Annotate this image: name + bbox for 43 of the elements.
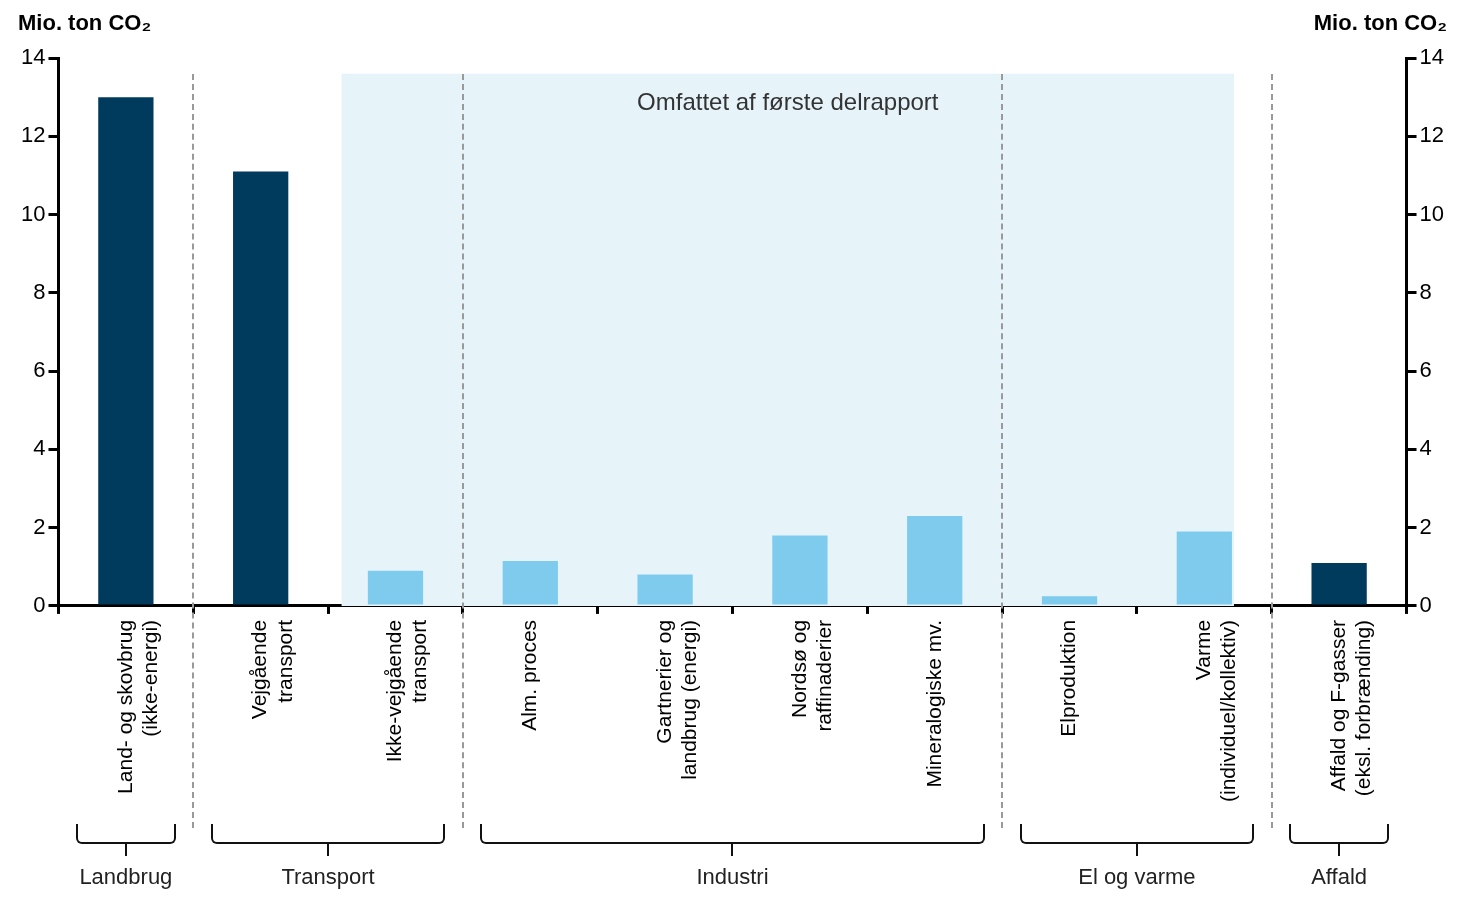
y-axis-title: Mio. ton CO₂ [18, 10, 152, 36]
x-tick-label: Alm. proces [517, 619, 541, 731]
x-tick-label: Mineralogiske mv. [921, 619, 945, 788]
y2-tick-label: 4 [1419, 435, 1432, 461]
bar [637, 574, 693, 605]
x-tick-label: Gartnerier og landbrug (energi) [651, 619, 701, 780]
text: Industri [695, 864, 770, 890]
bar [1176, 531, 1232, 605]
y2-tick-label: 8 [1419, 278, 1432, 304]
y-tick-label: 12 [20, 122, 46, 148]
y2-tick-label: 10 [1419, 200, 1445, 226]
x-tick-label: Elproduktion [1056, 619, 1080, 737]
y2-tick-label: 14 [1419, 44, 1445, 70]
text: Landbrug [78, 864, 174, 890]
bar [1311, 562, 1367, 605]
bar [367, 570, 424, 605]
y-tick-label: 14 [20, 44, 46, 70]
y2-tick-label: 12 [1419, 122, 1445, 148]
x-tick-label: Land- og skovbrug (ikke-energi) [112, 619, 161, 794]
y-tick-label: 10 [20, 200, 46, 226]
bar [772, 535, 828, 605]
bar [502, 560, 558, 605]
y-tick-label: 8 [33, 278, 46, 304]
y-tick-label: 0 [33, 591, 46, 617]
y2-tick-label: 0 [1419, 591, 1432, 617]
y-tick-label: 6 [33, 357, 46, 383]
text: Affald [1311, 864, 1368, 889]
bar [907, 515, 963, 605]
bar [1041, 596, 1098, 605]
y2-tick-label: 2 [1419, 513, 1432, 539]
y2-tick-label: 6 [1419, 357, 1432, 383]
y-tick-label: 4 [33, 435, 46, 461]
x-tick-label: Vejgående transport [247, 619, 296, 720]
x-tick-label: Ikke-vejgående transport [382, 619, 431, 763]
bar [233, 171, 289, 605]
band-label: Omfattet af første delrapport [637, 88, 939, 116]
x-tick-label: Varme (individuel/kollektiv) [1191, 619, 1240, 803]
y-tick-label: 2 [33, 513, 46, 539]
x-tick-label: Affald og F-gasser (eksl. forbrænding) [1325, 619, 1375, 797]
y2-axis-title: Mio. ton CO₂ [1313, 10, 1447, 36]
text: Transport [280, 864, 376, 890]
bar [98, 97, 154, 605]
text: El og varme [1077, 864, 1197, 890]
